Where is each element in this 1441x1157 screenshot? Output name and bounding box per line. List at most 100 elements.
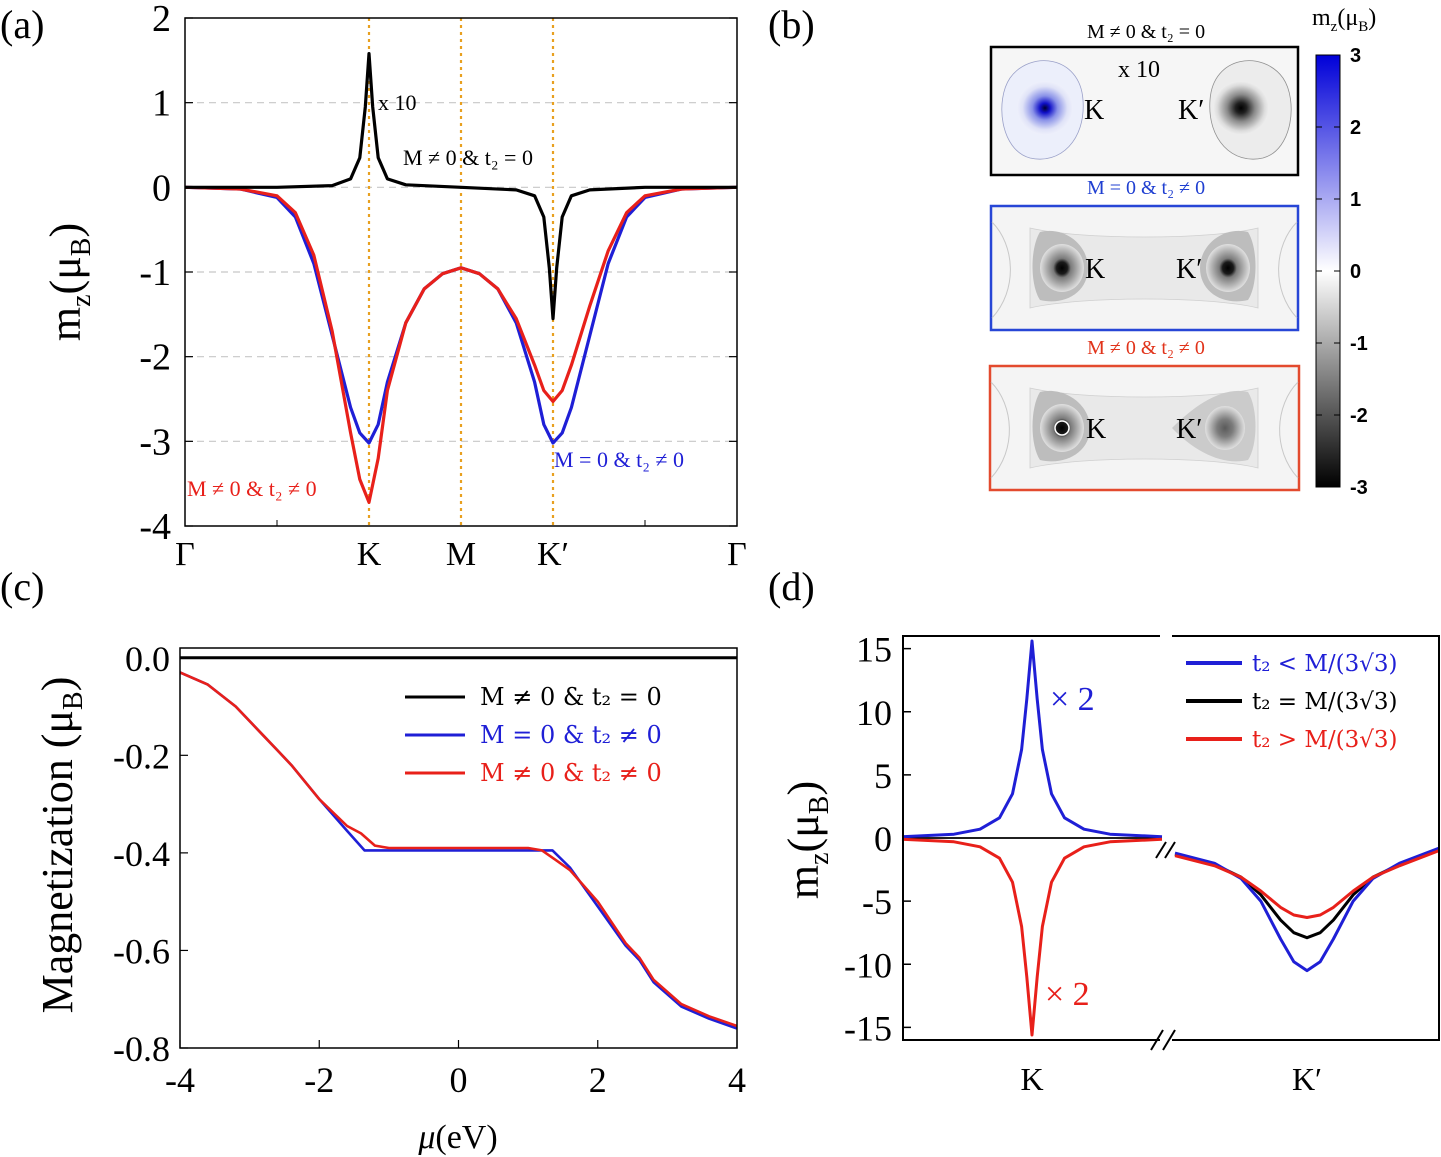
colorbar-tick-label: -3 (1350, 477, 1368, 499)
colorbar-tick-label: 2 (1350, 117, 1361, 139)
panel-a-label: (a) (0, 2, 44, 47)
panel-d-series-right-red (1174, 849, 1440, 919)
panel-d-ytick-label: -10 (844, 945, 892, 985)
panel-c-xtick-label: -2 (304, 1060, 334, 1100)
map-red-k-blob (1040, 404, 1084, 452)
panel-d-series-left-blue (901, 639, 1163, 839)
axis-break-top (1155, 841, 1176, 859)
panel-b-label: (b) (768, 2, 815, 47)
panel-a-note-red: M ≠ 0 & t₂ ≠ 0 (187, 476, 317, 501)
map-black-kp: K′ (1178, 95, 1204, 126)
map-blue-title: M = 0 & t₂ ≠ 0 (1087, 177, 1205, 199)
panel-c-ytick-label: -0.8 (113, 1029, 170, 1069)
panel-d-xtick-label-k: K (1020, 1061, 1043, 1097)
map-red-k-ring (1054, 420, 1070, 436)
map-blue-band (1029, 227, 1259, 309)
panel-c-xlabel: μ(eV) (417, 1119, 497, 1156)
panel-a-ticks: 210-1-2-3-4Γ K M K′ Γ (139, 0, 746, 573)
panel-d-ticks: 15 10 5 0 -5 -10 -15 K K′ (844, 630, 1322, 1097)
panel-d-legend-label: t₂ = M/(3√3) (1252, 689, 1398, 715)
colorbar-title: mz(μB) (1312, 5, 1376, 35)
panel-d-series (901, 639, 1440, 1037)
panel-c-label: (c) (0, 564, 44, 609)
panel-c-ticks: -4 -2 0 2 4 0.0 -0.2 -0.4 -0.6 -0.8 (113, 639, 746, 1100)
panel-a-ytick-label: 2 (152, 0, 171, 40)
map-blue-kp-blob (1206, 244, 1250, 292)
panel-c: (c) Magnetization (μB) μ(eV) -4 -2 0 2 40.0-… (0, 564, 746, 1156)
panel-c-legend-label: M ≠ 0 & t₂ ≠ 0 (480, 759, 662, 787)
panel-a-xtick-label: Γ (175, 536, 195, 573)
panel-c-xtick-label: 4 (728, 1060, 746, 1100)
panel-a-ytick-label: -4 (139, 506, 171, 548)
map-black-kp-blob (1213, 81, 1269, 135)
panel-c-xtick-label: -4 (165, 1060, 195, 1100)
axis-break-bottom (1150, 1029, 1176, 1051)
panel-d-frame (902, 635, 1440, 1041)
colorbar-tick-label: -2 (1350, 405, 1368, 427)
panel-a-ytick-label: 0 (152, 167, 171, 209)
panel-a-xtick-label: M (446, 536, 476, 573)
map-red-kp-blob (1205, 406, 1245, 450)
panel-c-xtick-label: 2 (589, 1060, 607, 1100)
panel-a: (a) mz(μB) 210-1-2-3-4Γ K M K′ Γ x 10 M ≠ 0 … (0, 0, 747, 573)
map-red-right-arc (1279, 381, 1299, 479)
panel-c-series (179, 656, 738, 1030)
panel-c-legend: M ≠ 0 & t₂ = 0 M = 0 & t₂ ≠ 0 M ≠ 0 & t₂ ≠… (405, 683, 662, 787)
panel-c-series-red (179, 671, 738, 1028)
map-black-k: K (1084, 95, 1104, 126)
colorbar-tick-label: 3 (1350, 45, 1361, 67)
colorbar-ticks: 3 2 1 0 -1 -2 -3 (1316, 45, 1368, 499)
panel-d-x2-red: × 2 (1045, 976, 1090, 1013)
panel-a-ylabel: mz(μB) (41, 223, 97, 341)
panel-d-legend-label: t₂ > M/(3√3) (1252, 727, 1398, 753)
panel-d-ytick-label: -15 (844, 1008, 892, 1048)
panel-d: (d) mz(μB) 15 10 5 0 -5 -10 -15 K K′ × 2 × 2 t₂ … (768, 564, 1440, 1097)
panel-a-note-blue: M = 0 & t₂ ≠ 0 (554, 447, 684, 472)
map-black-k-blob (1017, 81, 1073, 135)
panel-d-legend: t₂ < M/(3√3) t₂ = M/(3√3) t₂ > M/(3√3) (1186, 651, 1398, 753)
map-blue-left-arc (991, 221, 1011, 319)
map-blue-k-blob (1040, 244, 1084, 292)
panel-a-series-red (184, 185, 738, 504)
panel-d-legend-label: t₂ < M/(3√3) (1252, 651, 1398, 677)
panel-a-series (184, 51, 738, 504)
map-black-title: M ≠ 0 & t₂ = 0 (1087, 21, 1205, 43)
panel-a-note-black: M ≠ 0 & t₂ = 0 (403, 145, 533, 170)
panel-d-label: (d) (768, 564, 815, 609)
colorbar-tick-label: 0 (1350, 261, 1361, 283)
panel-c-ytick-label: 0.0 (125, 639, 170, 679)
panel-c-xtick-label: 0 (450, 1060, 468, 1100)
panel-d-ytick-label: 0 (874, 819, 892, 859)
panel-a-note-x10: x 10 (378, 90, 417, 115)
panel-a-ytick-label: -2 (139, 337, 171, 379)
map-blue-k: K (1085, 254, 1105, 285)
panel-d-ytick-label: 5 (874, 756, 892, 796)
panel-d-series-left-red (901, 837, 1163, 1037)
panel-a-ytick-label: -3 (139, 421, 171, 463)
panel-d-xtick-label-kp: K′ (1292, 1061, 1322, 1097)
map-blue: M = 0 & t₂ ≠ 0 K K′ (989, 177, 1300, 332)
map-black-note: x 10 (1118, 57, 1160, 83)
panel-d-ylabel: mz(μB) (779, 781, 835, 899)
panel-c-frame (179, 647, 738, 1049)
map-red-left-arc (990, 381, 1010, 479)
panel-a-ytick-label: 1 (152, 83, 171, 125)
panel-d-x2-blue: × 2 (1050, 681, 1095, 718)
panel-c-ytick-label: -0.2 (113, 736, 170, 776)
panel-c-ytick-label: -0.4 (113, 834, 170, 874)
map-red-kp: K′ (1176, 414, 1202, 445)
panel-c-legend-label: M ≠ 0 & t₂ = 0 (480, 683, 662, 711)
panel-a-frame (184, 17, 738, 527)
panel-a-xtick-label: K (357, 536, 382, 573)
colorbar-tick-label: 1 (1350, 189, 1361, 211)
map-red: M ≠ 0 & t₂ ≠ 0 K K′ (988, 337, 1301, 492)
panel-d-ytick-label: -5 (862, 882, 892, 922)
panel-a-xtick-label: Γ (727, 536, 747, 573)
colorbar: mz(μB) 3 2 1 0 -1 -2 -3 (1312, 5, 1376, 499)
map-red-k: K (1086, 414, 1106, 445)
map-blue-right-arc (1278, 221, 1298, 319)
panel-a-series-black (185, 51, 737, 321)
map-red-title: M ≠ 0 & t₂ ≠ 0 (1087, 337, 1205, 359)
panel-d-ytick-label: 15 (856, 630, 892, 670)
